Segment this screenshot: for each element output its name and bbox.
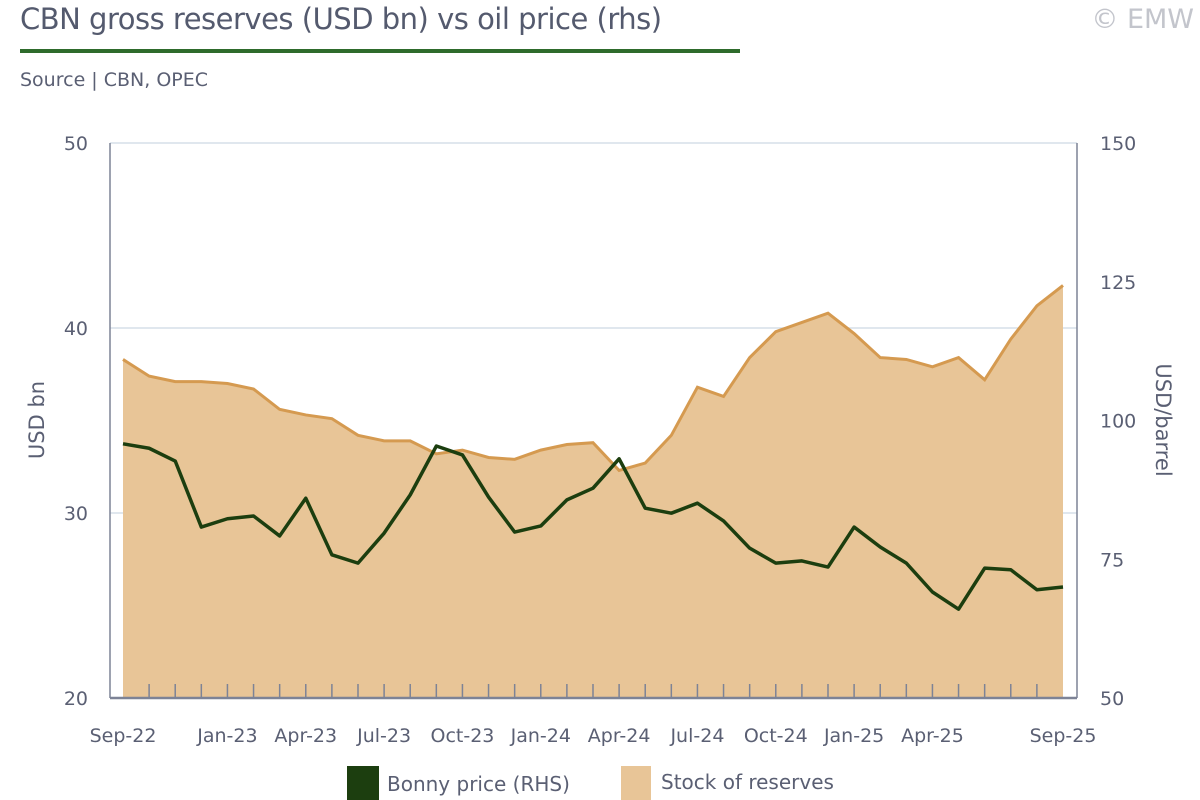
x-tick-label: Sep-25: [1030, 725, 1097, 747]
y-tick-label-left: 40: [64, 318, 88, 340]
legend: Bonny price (RHS) Stock of reserves: [347, 766, 834, 800]
legend-label-reserves: Stock of reserves: [661, 770, 834, 794]
x-tick-label: Apr-24: [588, 725, 651, 747]
x-tick-label: Apr-25: [901, 725, 964, 747]
x-tick-label: Oct-24: [744, 725, 808, 747]
y-tick-label-right: 75: [1100, 549, 1124, 571]
y-tick-label-left: 30: [64, 503, 88, 525]
y-tick-label-left: 50: [64, 133, 88, 155]
y-axis-label-left: USD bn: [25, 381, 49, 459]
x-tick-label: Jan-23: [196, 725, 257, 747]
x-tick-label: Sep-22: [90, 725, 157, 747]
chart-title: CBN gross reserves (USD bn) vs oil price…: [20, 2, 662, 36]
x-tick-label: Oct-23: [430, 725, 494, 747]
x-tick-label: Jul-23: [356, 725, 411, 747]
reserves-area: [123, 285, 1063, 698]
y-tick-label-right: 125: [1100, 272, 1136, 294]
x-tick-label: Jan-25: [823, 725, 884, 747]
title-underline: [20, 49, 740, 53]
x-tick-label: Jul-24: [669, 725, 724, 747]
legend-swatch-bonny: [347, 766, 379, 800]
y-tick-label-right: 150: [1100, 133, 1136, 155]
copyright-watermark: © EMW: [1091, 4, 1194, 35]
legend-label-bonny: Bonny price (RHS): [387, 772, 570, 796]
x-tick-label: Jan-24: [510, 725, 571, 747]
y-axis-label-right: USD/barrel: [1151, 363, 1175, 476]
reserves-line: [122, 284, 1064, 473]
y-tick-label-right: 100: [1100, 411, 1136, 433]
y-tick-label-left: 20: [64, 688, 88, 710]
bonny-price-line: [122, 442, 1064, 611]
y-tick-label-right: 50: [1100, 688, 1124, 710]
legend-swatch-reserves: [621, 766, 651, 800]
x-tick-label: Apr-23: [274, 725, 337, 747]
source-note: Source | CBN, OPEC: [20, 69, 209, 91]
